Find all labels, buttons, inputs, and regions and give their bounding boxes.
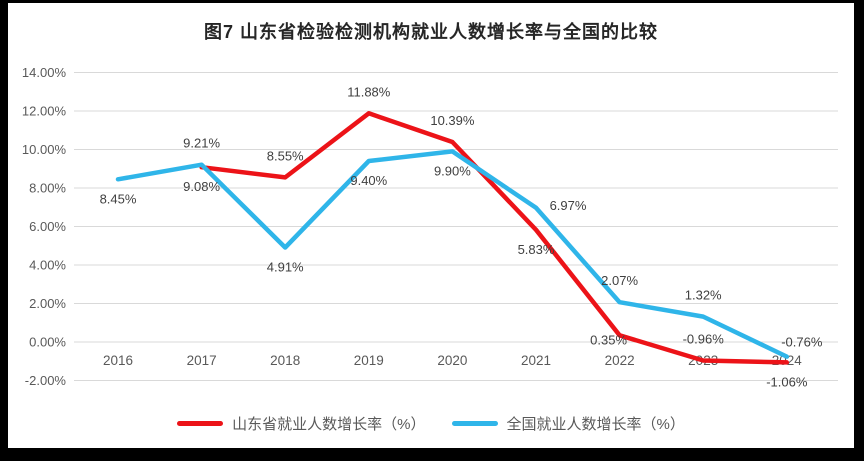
data-label: 8.55% (267, 148, 304, 163)
legend: 山东省就业人数增长率（%） 全国就业人数增长率（%） (8, 413, 854, 434)
data-label: 0.35% (590, 332, 627, 347)
data-label: 2.07% (601, 273, 638, 288)
chart-panel: 图7 山东省检验检测机构就业人数增长率与全国的比较 14.00% 12.00% 10… (8, 3, 854, 448)
data-label: 9.08% (183, 179, 220, 194)
y-axis-tick-label: 0.00% (29, 335, 66, 350)
data-label: 4.91% (267, 259, 304, 274)
data-label: 11.88% (347, 84, 391, 99)
series-line-national (115, 149, 790, 359)
legend-item-national: 全国就业人数增长率（%） (451, 413, 685, 434)
series-line-shandong (199, 111, 790, 365)
legend-item-shandong: 山东省就业人数增长率（%） (177, 413, 426, 434)
y-axis-tick-label: 4.00% (29, 258, 66, 273)
data-label: 8.45% (100, 191, 137, 206)
y-axis-tick-label: 14.00% (22, 65, 67, 80)
data-label: -1.06% (766, 374, 808, 389)
y-axis-tick-label: 6.00% (29, 219, 66, 234)
data-label: 10.39% (430, 113, 475, 128)
y-axis-tick-label: 2.00% (29, 296, 66, 311)
data-label: 1.32% (685, 288, 722, 303)
y-axis-tick-label: 12.00% (22, 104, 67, 119)
red-line-swatch-icon (177, 421, 224, 426)
data-label: 9.40% (350, 173, 387, 188)
y-axis-tick-label: 10.00% (22, 142, 67, 157)
data-label: 5.83% (518, 242, 555, 257)
data-label: 9.21% (183, 136, 220, 151)
x-axis-tick-label: 2018 (270, 353, 300, 368)
y-axis-tick-label: -2.00% (25, 373, 67, 388)
x-axis-tick-label: 2016 (103, 353, 133, 368)
line-chart: 14.00% 12.00% 10.00% 8.00% 6.00% 4.00% 2.00% 0.… (22, 65, 838, 389)
x-axis-tick-label: 2017 (187, 353, 217, 368)
x-axis-tick-label: 2022 (605, 353, 635, 368)
legend-label-national: 全国就业人数增长率（%） (506, 416, 685, 433)
data-label: 6.97% (550, 198, 587, 213)
y-axis-tick-label: 8.00% (29, 181, 66, 196)
chart-title: 图7 山东省检验检测机构就业人数增长率与全国的比较 (203, 22, 658, 42)
data-label: -0.76% (781, 335, 823, 350)
data-label: -0.96% (683, 331, 725, 346)
x-axis-tick-label: 2021 (521, 353, 551, 368)
blue-line-swatch-icon (451, 421, 498, 426)
x-axis-tick-label: 2019 (354, 353, 384, 368)
data-label: 9.90% (434, 163, 471, 178)
legend-label-shandong: 山东省就业人数增长率（%） (232, 416, 426, 433)
x-axis-tick-label: 2020 (437, 353, 467, 368)
